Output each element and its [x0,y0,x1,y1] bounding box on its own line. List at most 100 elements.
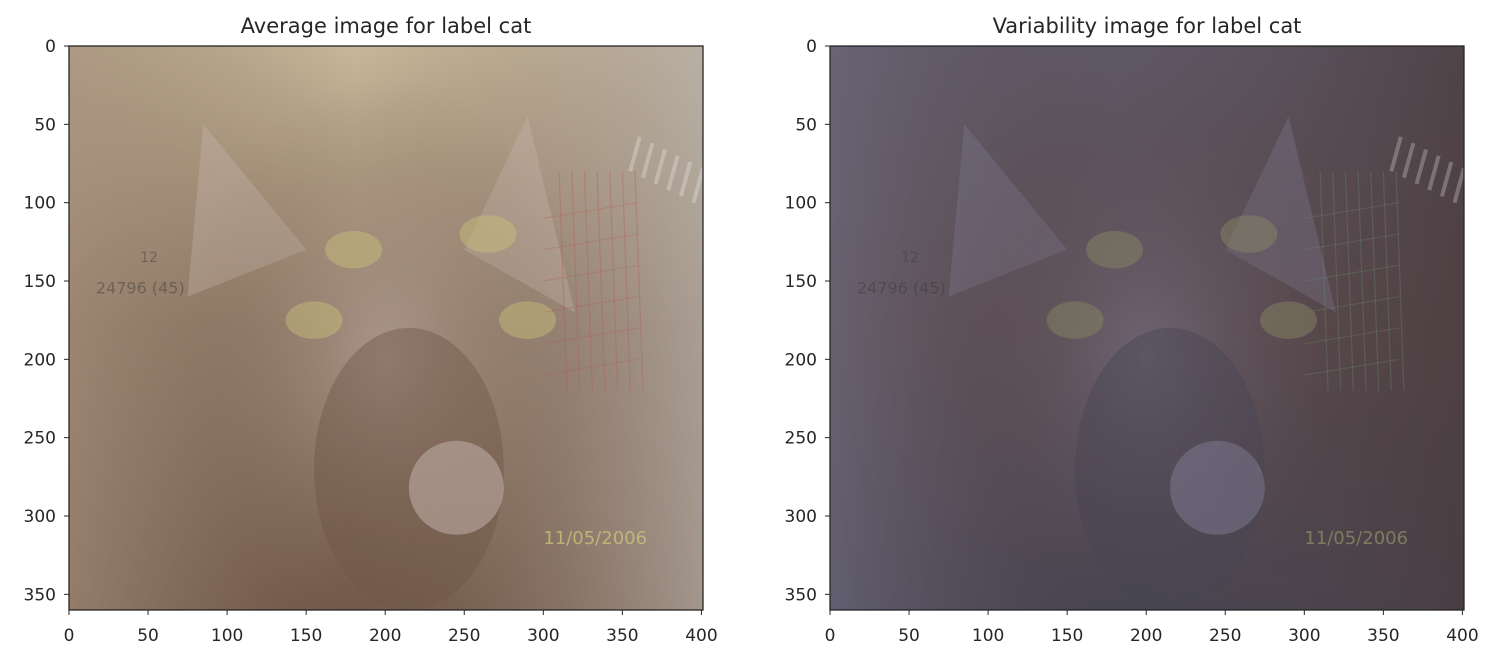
variability-image-ticks: 0 50 100 150 200 250 300 350 400 0 50 100 150 200 250 3… [785,37,1479,646]
y-tick-label: 50 [34,115,56,135]
x-tick-label: 250 [448,626,480,646]
eye-shape [285,301,343,339]
image-text: 12 [140,250,158,266]
average-image-panel: Average image for label cat 12 24796 (45)… [24,14,718,646]
average-image: 12 24796 (45) 11/05/2006 [69,46,703,610]
stripe-line [678,161,693,197]
y-tick-label: 50 [795,115,817,135]
image-text: 11/05/2006 [1304,528,1408,549]
average-image-frame [68,45,704,611]
x-tick-label: 200 [1130,626,1162,646]
x-tick-label: 0 [825,626,836,646]
cage-line [571,171,581,391]
muzzle-shape [408,440,504,535]
cage-line [543,358,639,376]
y-tick-label: 0 [45,37,56,57]
image-text: 11/05/2006 [543,528,647,549]
x-tick-label: 50 [898,626,920,646]
variability-image-frame [829,45,1465,611]
x-tick-label: 300 [527,626,559,646]
cage-line [621,171,631,391]
x-tick-label: 200 [369,626,401,646]
cage-line [543,202,639,219]
y-tick-label: 350 [24,585,56,605]
cage-line [1304,358,1400,376]
muzzle-shape [1169,440,1265,535]
x-tick-label: 350 [1367,626,1399,646]
variability-image-panel: Variability image for label cat 12 24796 … [785,14,1479,646]
x-tick-label: 400 [1446,626,1478,646]
y-tick-label: 100 [785,194,817,214]
cage-line [1382,171,1392,391]
cage-line [1319,171,1329,391]
y-tick-label: 200 [785,350,817,370]
stripe-line [1427,155,1441,191]
eye-shape [1086,230,1144,269]
cage-line [1332,171,1342,391]
stripe-line [653,148,667,185]
x-tick-label: 0 [64,626,75,646]
eye-shape [1046,301,1104,339]
stripe-line [1414,148,1428,185]
y-tick-label: 350 [785,585,817,605]
stripe-line [640,142,655,179]
stripe-line [1439,161,1454,197]
y-tick-label: 250 [785,429,817,449]
eye-shape [1220,215,1278,253]
stripe-line [1389,136,1403,172]
eye-shape [459,215,517,253]
cage-line [543,264,639,282]
x-tick-label: 250 [1209,626,1241,646]
cage-line [596,171,606,391]
x-tick-label: 100 [972,626,1004,646]
cage-line [1370,171,1380,391]
x-tick-label: 400 [685,626,717,646]
cage-line [634,171,644,391]
x-tick-label: 150 [290,626,322,646]
y-tick-label: 200 [24,350,56,370]
cage-line [543,233,639,251]
cage-line [1304,233,1400,251]
cage-line [1357,171,1367,391]
cage-line [1304,296,1400,313]
x-tick-label: 300 [1288,626,1320,646]
cage-line [1395,171,1405,391]
y-tick-label: 150 [24,272,56,292]
cage-line [1304,202,1400,219]
x-tick-label: 350 [606,626,638,646]
variability-image: 12 24796 (45) 11/05/2006 [830,46,1464,610]
chest-shape [314,328,504,610]
average-image-title: Average image for label cat [241,14,532,38]
chest-shape [1075,328,1265,610]
y-tick-label: 100 [24,194,56,214]
cage-line [583,171,593,391]
stripe-line [1452,167,1464,204]
average-image-ticks: 0 50 100 150 200 250 300 350 400 0 50 100 150 200 250 3… [24,37,718,646]
stripe-line [691,167,703,204]
x-tick-label: 100 [211,626,243,646]
cage-line [1304,264,1400,282]
y-tick-label: 150 [785,272,817,292]
cage-line [543,327,639,345]
cage-line [1344,171,1354,391]
x-tick-label: 150 [1051,626,1083,646]
stripe-line [628,136,642,172]
stripe-line [666,155,680,191]
eye-shape [1260,301,1317,339]
eye-shape [499,301,556,339]
cage-line [543,296,639,313]
variability-image-title: Variability image for label cat [993,14,1302,38]
y-tick-label: 250 [24,429,56,449]
eye-shape [325,230,383,269]
y-tick-label: 300 [24,507,56,527]
image-text: 24796 (45) [857,279,946,298]
cage-line [558,171,568,391]
x-tick-label: 50 [137,626,159,646]
y-tick-label: 0 [806,37,817,57]
image-text: 12 [901,250,919,266]
y-tick-label: 300 [785,507,817,527]
cage-line [609,171,619,391]
stripe-line [1401,142,1416,179]
image-text: 24796 (45) [96,279,185,298]
